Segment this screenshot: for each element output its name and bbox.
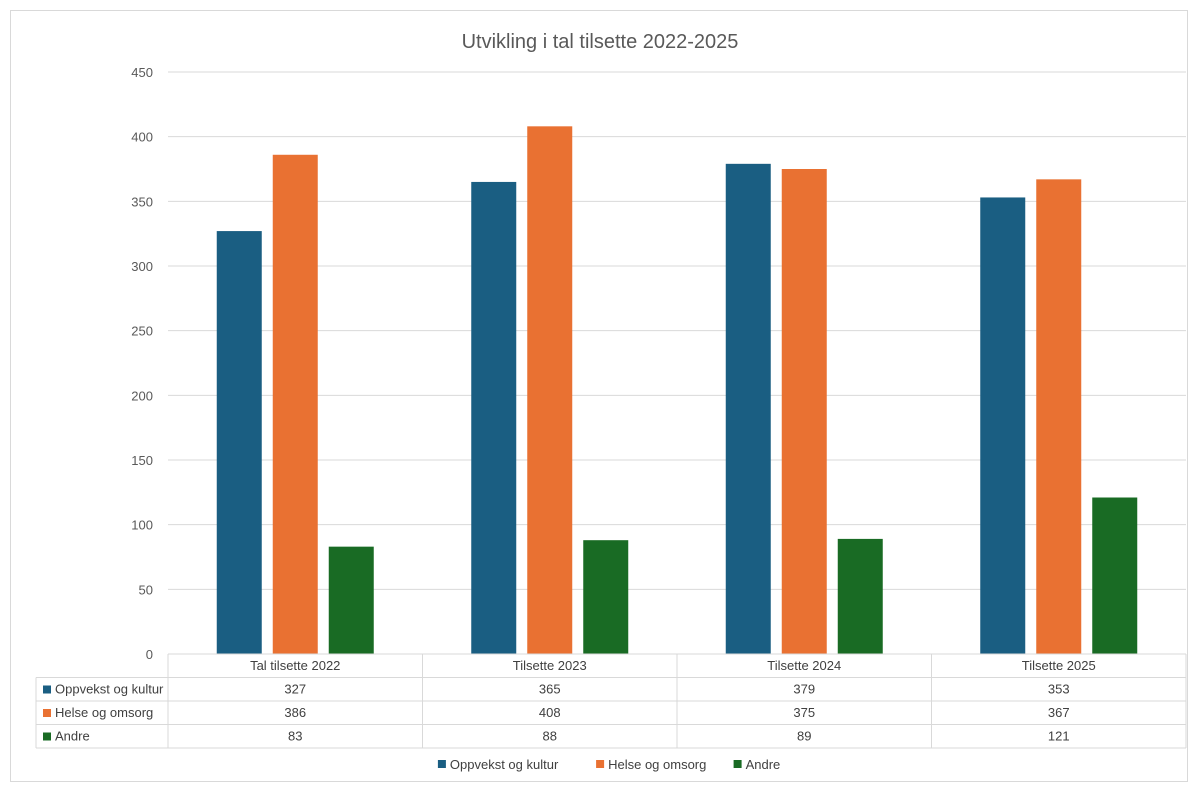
- y-tick-label: 200: [131, 388, 153, 403]
- y-tick-label: 100: [131, 518, 153, 533]
- legend-label: Andre: [746, 757, 781, 772]
- y-tick-label: 300: [131, 259, 153, 274]
- data-label: 327: [284, 682, 306, 697]
- category-label: Tilsette 2025: [1022, 658, 1096, 673]
- y-tick-label: 250: [131, 324, 153, 339]
- legend-key: [733, 760, 742, 768]
- data-label: 375: [793, 705, 815, 720]
- data-label: 353: [1048, 682, 1070, 697]
- category-label: Tilsette 2023: [513, 658, 587, 673]
- data-label: 408: [539, 705, 561, 720]
- table-series-label: Andre: [55, 729, 90, 744]
- data-label: 367: [1048, 705, 1070, 720]
- category-label: Tal tilsette 2022: [250, 658, 340, 673]
- data-table: Tal tilsette 2022 Tilsette 2023 Tilsette 2…: [35, 653, 1187, 749]
- gridlines: [168, 71, 1186, 590]
- data-label: 379: [793, 682, 815, 697]
- bar: [725, 163, 771, 654]
- bar: [980, 197, 1026, 654]
- table-legend-key: [43, 709, 51, 717]
- bars: [216, 126, 1138, 655]
- legend-key: [437, 760, 446, 768]
- bar: [1092, 497, 1138, 654]
- bar: [216, 231, 262, 654]
- y-tick-label: 400: [131, 130, 153, 145]
- table-series-label: Oppvekst og kultur: [55, 682, 164, 697]
- bar: [527, 126, 573, 654]
- y-axis: 0 50 100 150 200 250 300 350 400 450: [131, 65, 153, 662]
- legend-label: Oppvekst og kultur: [450, 757, 559, 772]
- table-legend-key: [43, 685, 51, 694]
- data-label: 121: [1048, 729, 1070, 744]
- category-label: Tilsette 2024: [767, 658, 841, 673]
- data-label: 365: [539, 682, 561, 697]
- data-label: 386: [284, 705, 306, 720]
- legend: Oppvekst og kultur Helse og omsorg Andre: [437, 757, 781, 772]
- bar: [583, 540, 629, 654]
- y-tick-label: 50: [139, 582, 153, 597]
- y-tick-label: 150: [131, 453, 153, 468]
- bar: [781, 169, 827, 654]
- chart-title: Utvikling i tal tilsette 2022-2025: [462, 31, 739, 53]
- bar: [272, 154, 318, 655]
- bar: [471, 181, 517, 654]
- y-tick-label: 350: [131, 194, 153, 209]
- data-label: 83: [288, 729, 302, 744]
- legend-key: [596, 760, 605, 768]
- table-legend-key: [43, 732, 51, 741]
- table-series-label: Helse og omsorg: [55, 705, 153, 720]
- y-tick-label: 0: [146, 647, 153, 662]
- data-label: 88: [543, 729, 557, 744]
- bar: [1036, 179, 1082, 654]
- bar: [328, 546, 374, 654]
- data-label: 89: [797, 729, 811, 744]
- y-tick-label: 450: [131, 65, 153, 80]
- legend-label: Helse og omsorg: [608, 757, 706, 772]
- bar: [837, 538, 883, 654]
